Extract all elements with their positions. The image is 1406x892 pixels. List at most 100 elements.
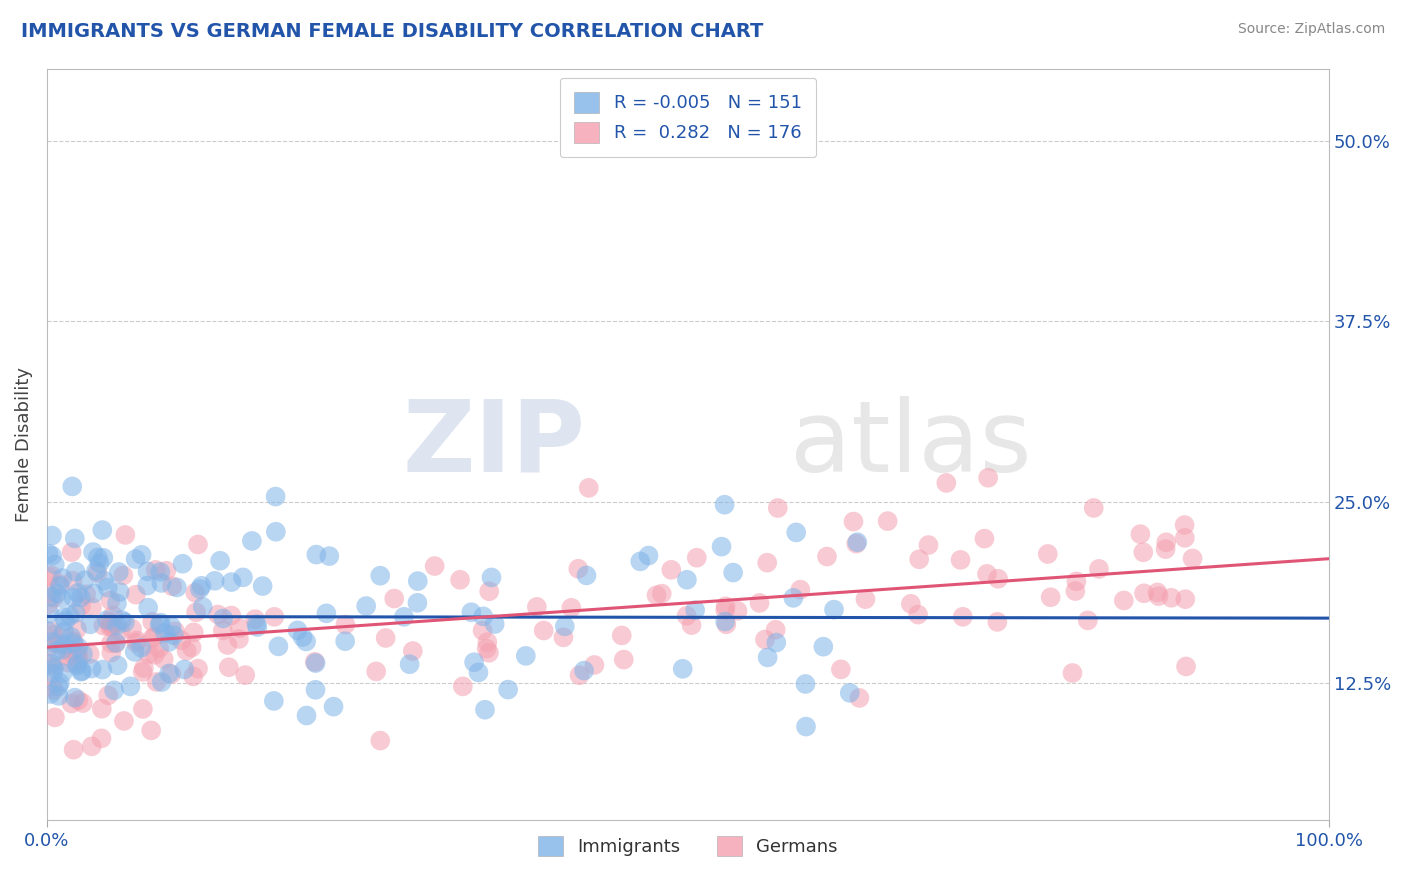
Germans — [160, 667, 183, 681]
Immigrants — [756, 650, 779, 665]
Germans — [62, 742, 84, 756]
Germans — [104, 636, 127, 650]
Germans — [478, 584, 501, 599]
Germans — [1132, 545, 1154, 559]
Germans — [143, 629, 166, 643]
Germans — [141, 632, 163, 646]
Germans — [1181, 551, 1204, 566]
Germans — [141, 723, 163, 738]
Germans — [112, 714, 135, 728]
Immigrants — [838, 686, 860, 700]
Immigrants — [713, 498, 735, 512]
Germans — [37, 586, 59, 600]
Germans — [37, 598, 59, 612]
Immigrants — [322, 699, 344, 714]
Immigrants — [89, 556, 111, 570]
Immigrants — [628, 554, 651, 568]
Immigrants — [67, 640, 90, 655]
Germans — [67, 693, 90, 707]
Immigrants — [48, 680, 70, 694]
Immigrants — [70, 664, 93, 678]
Germans — [70, 599, 93, 614]
Immigrants — [80, 662, 103, 676]
Germans — [184, 605, 207, 619]
Germans — [366, 665, 388, 679]
Germans — [148, 641, 170, 656]
Immigrants — [463, 655, 485, 669]
Immigrants — [149, 565, 172, 579]
Germans — [842, 515, 865, 529]
Germans — [727, 604, 749, 618]
Immigrants — [467, 665, 489, 680]
Germans — [789, 582, 811, 597]
Germans — [72, 696, 94, 710]
Immigrants — [82, 545, 104, 559]
Germans — [38, 640, 60, 654]
Immigrants — [49, 579, 72, 593]
Germans — [38, 570, 60, 584]
Immigrants — [63, 532, 86, 546]
Immigrants — [765, 635, 787, 649]
Germans — [100, 593, 122, 607]
Germans — [1062, 665, 1084, 680]
Germans — [187, 537, 209, 551]
Immigrants — [59, 608, 82, 623]
Germans — [976, 566, 998, 581]
Immigrants — [676, 573, 699, 587]
Germans — [1077, 614, 1099, 628]
Germans — [335, 617, 357, 632]
Immigrants — [114, 615, 136, 630]
Immigrants — [794, 677, 817, 691]
Immigrants — [62, 591, 84, 605]
Immigrants — [52, 610, 75, 624]
Immigrants — [304, 682, 326, 697]
Immigrants — [60, 479, 83, 493]
Immigrants — [53, 637, 76, 651]
Germans — [67, 647, 90, 661]
Immigrants — [163, 628, 186, 642]
Germans — [145, 563, 167, 577]
Germans — [263, 610, 285, 624]
Immigrants — [232, 570, 254, 584]
Germans — [716, 617, 738, 632]
Immigrants — [252, 579, 274, 593]
Germans — [645, 588, 668, 602]
Germans — [449, 573, 471, 587]
Immigrants — [287, 624, 309, 638]
Germans — [42, 628, 65, 642]
Immigrants — [63, 690, 86, 705]
Germans — [567, 562, 589, 576]
Germans — [125, 633, 148, 648]
Germans — [553, 630, 575, 644]
Germans — [560, 600, 582, 615]
Immigrants — [398, 657, 420, 672]
Text: atlas: atlas — [790, 396, 1032, 492]
Germans — [973, 532, 995, 546]
Immigrants — [45, 643, 67, 657]
Immigrants — [305, 548, 328, 562]
Germans — [86, 566, 108, 580]
Germans — [1066, 574, 1088, 589]
Immigrants — [368, 568, 391, 582]
Germans — [907, 607, 929, 622]
Germans — [477, 635, 499, 649]
Immigrants — [683, 603, 706, 617]
Germans — [97, 689, 120, 703]
Germans — [60, 697, 83, 711]
Immigrants — [172, 557, 194, 571]
Immigrants — [157, 634, 180, 648]
Germans — [848, 690, 870, 705]
Germans — [766, 500, 789, 515]
Germans — [1064, 584, 1087, 599]
Germans — [1174, 531, 1197, 545]
Germans — [66, 622, 89, 636]
Germans — [659, 563, 682, 577]
Germans — [62, 634, 84, 648]
Germans — [112, 568, 135, 582]
Immigrants — [42, 662, 65, 676]
Germans — [42, 591, 65, 605]
Germans — [125, 635, 148, 649]
Immigrants — [291, 630, 314, 644]
Germans — [221, 608, 243, 623]
Germans — [41, 568, 63, 582]
